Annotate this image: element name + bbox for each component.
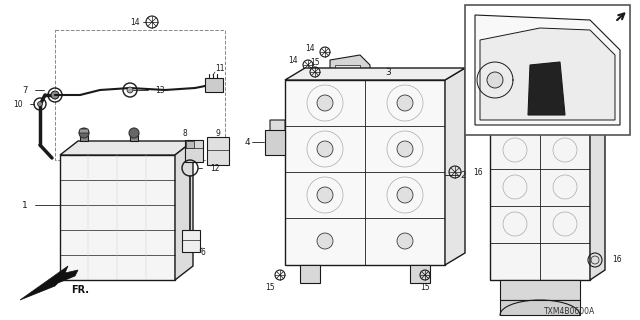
Circle shape — [397, 233, 413, 249]
Text: 5: 5 — [537, 73, 543, 82]
Bar — [55, 30, 225, 160]
Polygon shape — [528, 62, 565, 115]
Circle shape — [317, 95, 333, 111]
Bar — [285, 80, 445, 265]
Polygon shape — [130, 133, 138, 141]
Bar — [490, 95, 590, 280]
Circle shape — [397, 95, 413, 111]
Polygon shape — [60, 141, 193, 155]
Text: FR.: FR. — [71, 285, 89, 295]
Circle shape — [317, 187, 333, 203]
Text: 10: 10 — [13, 100, 23, 108]
Text: 15: 15 — [310, 58, 320, 67]
Text: FR.: FR. — [603, 13, 617, 22]
Circle shape — [129, 128, 139, 138]
Polygon shape — [445, 68, 465, 265]
Bar — [185, 140, 203, 162]
Bar — [465, 5, 630, 135]
Circle shape — [317, 141, 333, 157]
Text: 9: 9 — [216, 129, 220, 138]
Polygon shape — [20, 266, 78, 300]
Text: 13: 13 — [155, 85, 164, 94]
Bar — [500, 280, 580, 300]
Bar — [410, 265, 430, 283]
Text: 14: 14 — [305, 44, 315, 52]
Polygon shape — [490, 85, 605, 95]
Polygon shape — [480, 28, 615, 120]
Text: 3: 3 — [385, 68, 391, 76]
Bar — [335, 65, 360, 85]
Text: TXM4B0600A: TXM4B0600A — [545, 308, 596, 316]
Polygon shape — [330, 55, 370, 95]
Bar — [182, 230, 200, 252]
Bar — [265, 130, 285, 155]
Text: 1: 1 — [22, 201, 28, 210]
Circle shape — [487, 72, 503, 88]
Bar — [207, 137, 229, 165]
Bar — [205, 78, 223, 92]
Polygon shape — [590, 85, 605, 280]
Text: 2: 2 — [460, 171, 466, 180]
Text: 4: 4 — [244, 138, 250, 147]
Polygon shape — [270, 120, 285, 145]
Circle shape — [591, 256, 599, 264]
Polygon shape — [79, 129, 89, 133]
Circle shape — [397, 141, 413, 157]
Polygon shape — [80, 133, 88, 141]
Text: 11: 11 — [215, 63, 225, 73]
Text: 14: 14 — [131, 18, 140, 27]
Bar — [186, 141, 194, 148]
Circle shape — [317, 233, 333, 249]
Bar — [300, 265, 320, 283]
Text: 14: 14 — [289, 55, 298, 65]
Text: 6: 6 — [200, 247, 205, 257]
Bar — [60, 155, 175, 280]
Circle shape — [51, 91, 59, 99]
Text: 15: 15 — [265, 283, 275, 292]
Circle shape — [127, 87, 133, 93]
Text: 7: 7 — [22, 85, 28, 94]
Polygon shape — [475, 15, 620, 125]
Circle shape — [38, 101, 42, 107]
Text: 16: 16 — [473, 167, 483, 177]
Text: 15: 15 — [420, 283, 430, 292]
Text: 12: 12 — [210, 164, 220, 172]
Circle shape — [397, 187, 413, 203]
Text: 8: 8 — [182, 129, 188, 138]
Circle shape — [79, 128, 89, 138]
Polygon shape — [175, 141, 193, 280]
Text: 16: 16 — [612, 255, 621, 265]
Bar — [500, 300, 580, 315]
Polygon shape — [285, 68, 465, 80]
